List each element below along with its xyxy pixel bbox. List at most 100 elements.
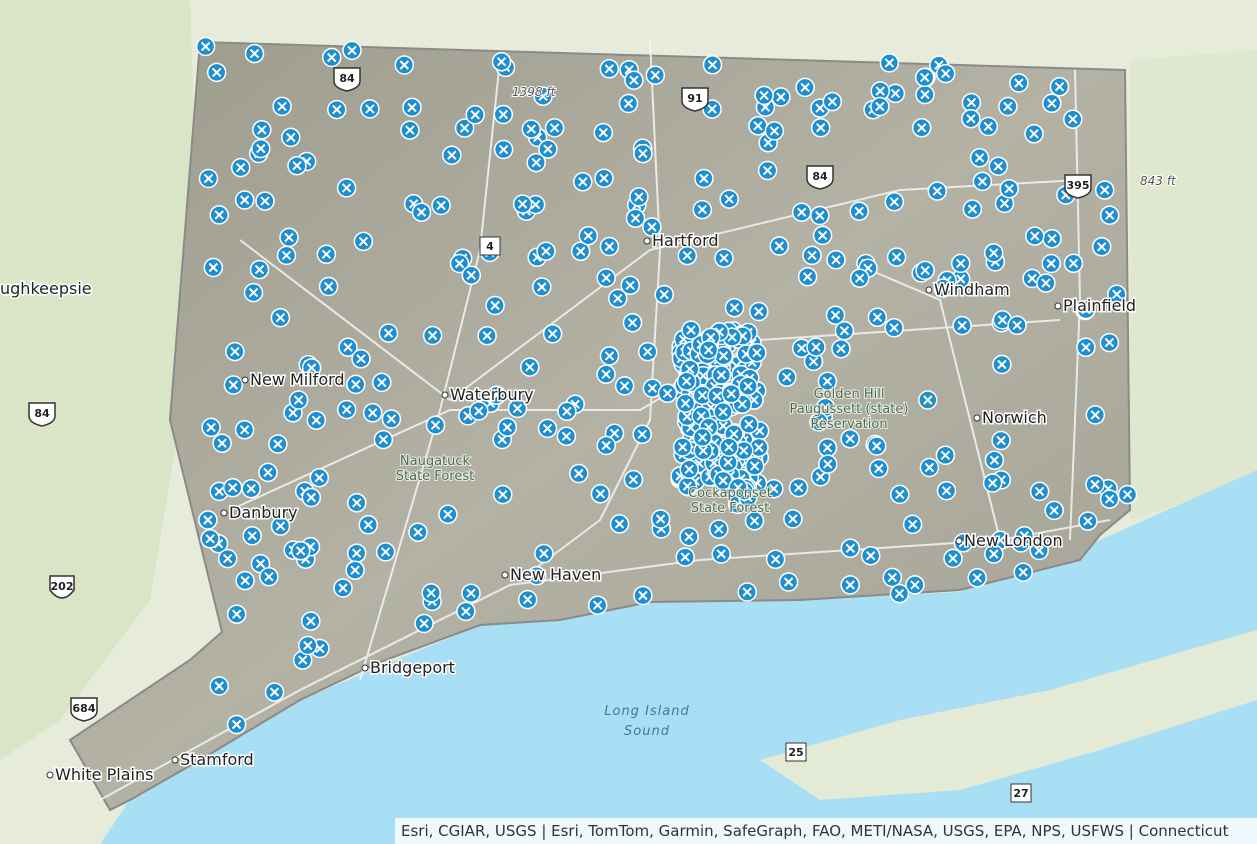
site-marker[interactable] — [242, 526, 262, 546]
site-marker[interactable] — [259, 566, 279, 587]
site-marker[interactable] — [988, 156, 1009, 176]
site-marker[interactable] — [622, 312, 643, 333]
site-marker[interactable] — [200, 529, 220, 549]
site-marker[interactable] — [783, 509, 803, 529]
site-marker[interactable] — [967, 568, 987, 588]
site-marker[interactable] — [456, 601, 476, 622]
site-marker[interactable] — [764, 121, 785, 141]
site-marker[interactable] — [810, 117, 831, 138]
site-marker[interactable] — [884, 192, 905, 212]
site-marker[interactable] — [1076, 337, 1096, 358]
site-marker[interactable] — [809, 412, 829, 432]
site-marker[interactable] — [226, 714, 247, 735]
site-marker[interactable] — [346, 543, 367, 563]
site-marker[interactable] — [372, 372, 392, 393]
site-marker[interactable] — [642, 378, 663, 398]
site-marker[interactable] — [943, 548, 963, 569]
site-marker[interactable] — [201, 417, 221, 438]
site-marker[interactable] — [461, 265, 482, 285]
site-marker[interactable] — [333, 578, 353, 598]
site-marker[interactable] — [834, 320, 855, 341]
site-marker[interactable] — [769, 236, 790, 256]
site-marker[interactable] — [870, 81, 890, 101]
site-marker[interactable] — [251, 138, 271, 159]
site-marker[interactable] — [345, 560, 365, 580]
site-marker[interactable] — [1049, 76, 1070, 97]
site-marker[interactable] — [209, 676, 229, 696]
site-marker[interactable] — [438, 504, 458, 525]
site-marker[interactable] — [991, 430, 1011, 451]
site-marker[interactable] — [867, 307, 888, 328]
site-marker[interactable] — [1078, 511, 1098, 531]
site-marker[interactable] — [362, 403, 383, 423]
site-marker[interactable] — [536, 241, 556, 261]
site-marker[interactable] — [573, 172, 593, 192]
site-marker[interactable] — [692, 199, 713, 220]
site-marker[interactable] — [321, 47, 342, 68]
site-marker[interactable] — [281, 127, 301, 148]
site-marker[interactable] — [681, 320, 701, 340]
site-marker[interactable] — [533, 86, 553, 107]
site-marker[interactable] — [675, 547, 695, 567]
site-marker[interactable] — [950, 253, 971, 274]
site-marker[interactable] — [520, 357, 540, 377]
site-marker[interactable] — [422, 325, 443, 346]
site-marker[interactable] — [557, 401, 577, 422]
site-marker[interactable] — [998, 96, 1018, 117]
site-marker[interactable] — [336, 399, 357, 420]
site-marker[interactable] — [1117, 484, 1138, 505]
site-marker[interactable] — [1063, 109, 1083, 129]
site-marker[interactable] — [206, 62, 227, 83]
site-marker[interactable] — [734, 440, 754, 461]
site-marker[interactable] — [526, 152, 546, 173]
site-marker[interactable] — [676, 371, 697, 391]
site-marker[interactable] — [757, 160, 778, 181]
site-marker[interactable] — [914, 67, 935, 88]
site-marker[interactable] — [414, 613, 434, 634]
site-marker[interactable] — [1099, 205, 1120, 225]
site-marker[interactable] — [694, 168, 714, 189]
site-marker[interactable] — [442, 145, 462, 165]
site-marker[interactable] — [497, 417, 518, 437]
site-marker[interactable] — [795, 77, 815, 98]
site-marker[interactable] — [744, 511, 765, 531]
site-marker[interactable] — [272, 96, 292, 117]
site-marker[interactable] — [268, 434, 288, 454]
site-marker[interactable] — [534, 543, 554, 564]
site-marker[interactable] — [327, 99, 347, 120]
site-marker[interactable] — [849, 201, 869, 221]
site-marker[interactable] — [849, 268, 870, 288]
site-marker[interactable] — [918, 390, 938, 410]
site-marker[interactable] — [618, 93, 639, 114]
site-marker[interactable] — [217, 548, 238, 569]
site-marker[interactable] — [360, 99, 380, 119]
site-marker[interactable] — [373, 429, 394, 450]
site-marker[interactable] — [614, 376, 635, 396]
site-marker[interactable] — [884, 318, 904, 338]
site-marker[interactable] — [702, 55, 723, 75]
site-marker[interactable] — [764, 478, 784, 499]
site-marker[interactable] — [739, 414, 759, 434]
site-marker[interactable] — [493, 484, 513, 505]
site-marker[interactable] — [642, 217, 662, 237]
site-marker[interactable] — [806, 337, 826, 357]
site-marker[interactable] — [512, 194, 533, 214]
site-marker[interactable] — [994, 193, 1015, 214]
site-marker[interactable] — [650, 509, 671, 529]
site-marker[interactable] — [469, 401, 489, 421]
site-marker[interactable] — [882, 567, 903, 588]
site-marker[interactable] — [198, 168, 219, 189]
site-marker[interactable] — [698, 340, 719, 360]
site-marker[interactable] — [431, 195, 451, 216]
site-marker[interactable] — [765, 549, 786, 570]
site-marker[interactable] — [679, 459, 699, 480]
site-marker[interactable] — [840, 429, 860, 449]
site-marker[interactable] — [1085, 474, 1105, 495]
site-marker[interactable] — [869, 458, 889, 479]
site-marker[interactable] — [817, 371, 838, 392]
site-marker[interactable] — [1014, 525, 1035, 546]
site-marker[interactable] — [526, 566, 547, 586]
site-marker[interactable] — [797, 266, 818, 287]
site-marker[interactable] — [879, 53, 900, 73]
site-marker[interactable] — [596, 435, 616, 456]
